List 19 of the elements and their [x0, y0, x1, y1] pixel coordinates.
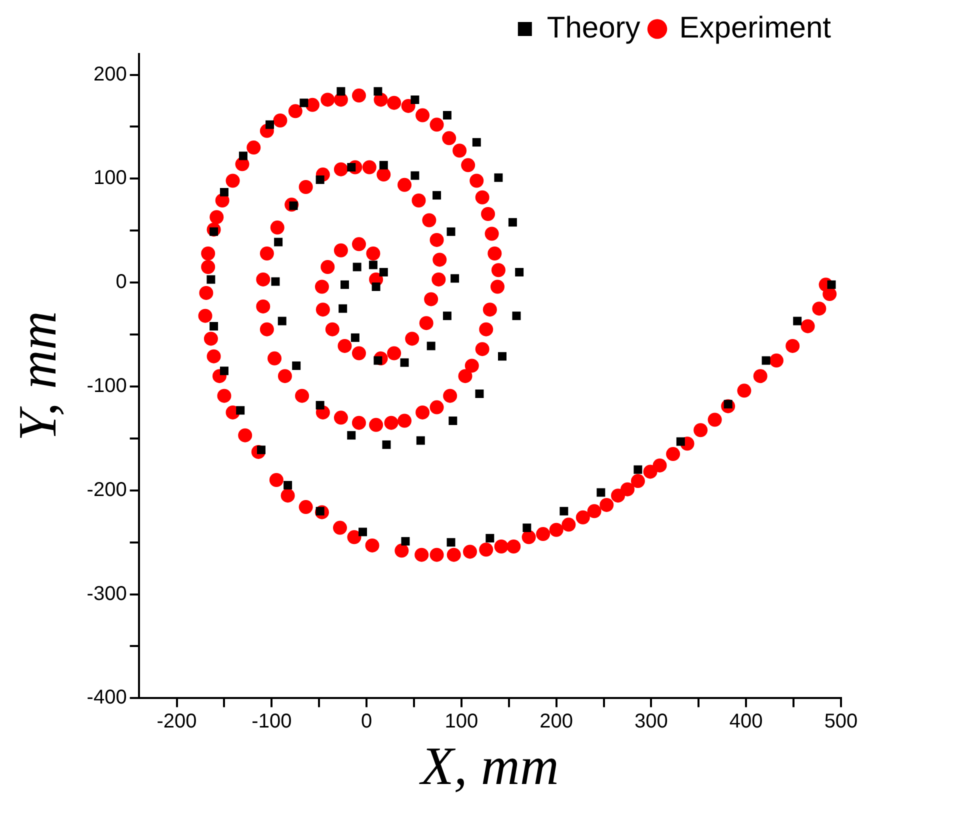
x-tick-label: 500 [824, 710, 858, 733]
y-tick-label: 0 [116, 271, 127, 294]
x-tick-label: 0 [361, 710, 372, 733]
y-tick-label: -400 [86, 686, 127, 709]
x-axis-title: X, mm [418, 736, 559, 796]
y-tick-label: 100 [93, 167, 127, 190]
y-tick-label: -100 [86, 375, 127, 398]
x-tick-label: -100 [252, 710, 292, 733]
x-tick-label: 100 [444, 710, 478, 733]
x-tick-label: 200 [540, 710, 574, 733]
y-axis-title: Y, mm [8, 311, 68, 442]
x-tick-label: 400 [729, 710, 763, 733]
x-tick-label: 300 [634, 710, 668, 733]
legend-label: Experiment [679, 11, 832, 44]
y-tick-label: -200 [86, 478, 127, 501]
y-tick-label: 200 [93, 63, 127, 86]
y-tick-label: -300 [86, 582, 127, 605]
x-tick-label: -200 [156, 710, 197, 733]
legend-label: Theory [546, 11, 640, 44]
